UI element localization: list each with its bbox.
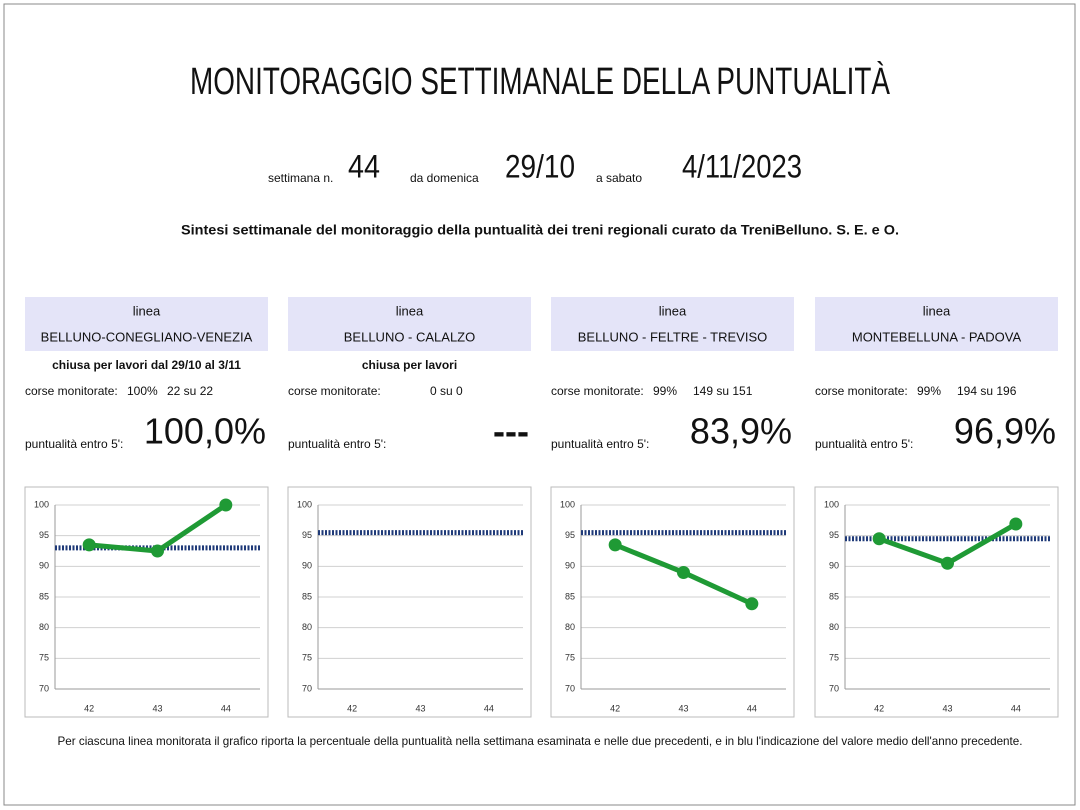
y-tick-label: 70 xyxy=(829,683,839,693)
line-note: chiusa per lavori dal 29/10 al 3/11 xyxy=(52,358,241,372)
monitored-pct: 100% xyxy=(127,384,158,398)
monitored-count: 194 su 196 xyxy=(957,384,1017,398)
y-tick-label: 80 xyxy=(39,622,49,632)
week-label: settimana n. xyxy=(268,171,333,185)
from-date: 29/10 xyxy=(505,148,575,184)
to-date: 4/11/2023 xyxy=(682,148,802,184)
x-tick-label: 42 xyxy=(84,703,94,713)
y-tick-label: 80 xyxy=(829,622,839,632)
y-tick-label: 70 xyxy=(39,683,49,693)
point xyxy=(219,498,233,512)
y-tick-label: 70 xyxy=(565,683,575,693)
monitored-count: 0 su 0 xyxy=(430,384,463,398)
x-tick-label: 42 xyxy=(610,703,620,713)
point xyxy=(745,597,759,611)
y-tick-label: 75 xyxy=(39,653,49,663)
y-tick-label: 85 xyxy=(829,591,839,601)
to-label: a sabato xyxy=(596,171,642,185)
y-tick-label: 75 xyxy=(302,653,312,663)
monitored-count: 149 su 151 xyxy=(693,384,753,398)
week: 44 xyxy=(348,148,380,184)
x-tick-label: 44 xyxy=(1011,703,1021,713)
x-tick-label: 44 xyxy=(221,703,231,713)
point xyxy=(1009,517,1023,531)
x-tick-label: 42 xyxy=(347,703,357,713)
monitored-pct: 99% xyxy=(917,384,941,398)
x-tick-label: 43 xyxy=(678,703,688,713)
line-name: MONTEBELLUNA - PADOVA xyxy=(852,329,1022,344)
x-tick-label: 42 xyxy=(874,703,884,713)
x-tick-label: 43 xyxy=(415,703,425,713)
from-label: da domenica xyxy=(410,171,479,185)
line-header-box xyxy=(288,297,531,351)
page-border xyxy=(3,3,1076,806)
y-tick-label: 85 xyxy=(39,591,49,601)
line-note: chiusa per lavori xyxy=(362,358,457,372)
monitored-label: corse monitorate: xyxy=(288,384,381,398)
x-tick-label: 44 xyxy=(747,703,757,713)
point xyxy=(608,538,622,552)
line-header: linea xyxy=(659,303,687,318)
y-tick-label: 95 xyxy=(565,530,575,540)
y-tick-label: 95 xyxy=(829,530,839,540)
series-line xyxy=(88,502,228,554)
y-tick-label: 75 xyxy=(565,653,575,663)
line-header: linea xyxy=(396,303,424,318)
y-tick-label: 100 xyxy=(34,499,49,509)
y-tick-label: 90 xyxy=(302,561,312,571)
punctuality-label: puntualità entro 5': xyxy=(288,437,386,451)
x-tick-label: 43 xyxy=(942,703,952,713)
chart-frame xyxy=(287,486,532,718)
line-header: linea xyxy=(923,303,951,318)
line-name: BELLUNO - CALALZO xyxy=(344,329,476,344)
y-tick-label: 90 xyxy=(829,561,839,571)
point xyxy=(872,532,886,546)
point xyxy=(677,565,690,579)
title: MONITORAGGIO SETTIMANALE DELLA PUNTUALIT… xyxy=(190,60,890,103)
y-tick-label: 95 xyxy=(302,530,312,540)
punctuality: --- xyxy=(493,411,529,452)
point xyxy=(941,556,954,570)
y-tick-label: 80 xyxy=(565,622,575,632)
subtitle: Sintesi settimanale del monitoraggio del… xyxy=(181,222,899,238)
chart-frame xyxy=(814,486,1059,718)
x-tick-label: 44 xyxy=(484,703,494,713)
point xyxy=(82,538,96,552)
punctuality: 100,0% xyxy=(144,411,266,452)
punctuality-label: puntualità entro 5': xyxy=(551,437,649,451)
punctuality-label: puntualità entro 5': xyxy=(25,437,123,451)
y-tick-label: 70 xyxy=(302,683,312,693)
line-header-box xyxy=(25,297,268,351)
point xyxy=(151,544,164,558)
y-tick-label: 100 xyxy=(297,499,312,509)
y-tick-label: 90 xyxy=(565,561,575,571)
monitored-label: corse monitorate: xyxy=(551,384,644,398)
y-tick-label: 85 xyxy=(565,591,575,601)
monitored-label: corse monitorate: xyxy=(815,384,908,398)
monitored-label: corse monitorate: xyxy=(25,384,118,398)
chart-frame xyxy=(24,486,269,718)
line-header-box xyxy=(815,297,1058,351)
y-tick-label: 95 xyxy=(39,530,49,540)
y-tick-label: 75 xyxy=(829,653,839,663)
line-header: linea xyxy=(133,303,161,318)
footnote: Per ciascuna linea monitorata il grafico… xyxy=(58,734,1023,748)
x-tick-label: 43 xyxy=(152,703,162,713)
line-name: BELLUNO - FELTRE - TREVISO xyxy=(578,329,768,344)
chart-frame xyxy=(550,486,795,718)
y-tick-label: 90 xyxy=(39,561,49,571)
line-header-box xyxy=(551,297,794,351)
monitored-count: 22 su 22 xyxy=(167,384,213,398)
y-tick-label: 100 xyxy=(824,499,839,509)
punctuality: 83,9% xyxy=(690,411,792,452)
punctuality: 96,9% xyxy=(954,411,1056,452)
punctuality-label: puntualità entro 5': xyxy=(815,437,913,451)
y-tick-label: 85 xyxy=(302,591,312,601)
monitored-pct: 99% xyxy=(653,384,677,398)
y-tick-label: 100 xyxy=(560,499,575,509)
line-name: BELLUNO-CONEGLIANO-VENEZIA xyxy=(41,329,253,344)
y-tick-label: 80 xyxy=(302,622,312,632)
